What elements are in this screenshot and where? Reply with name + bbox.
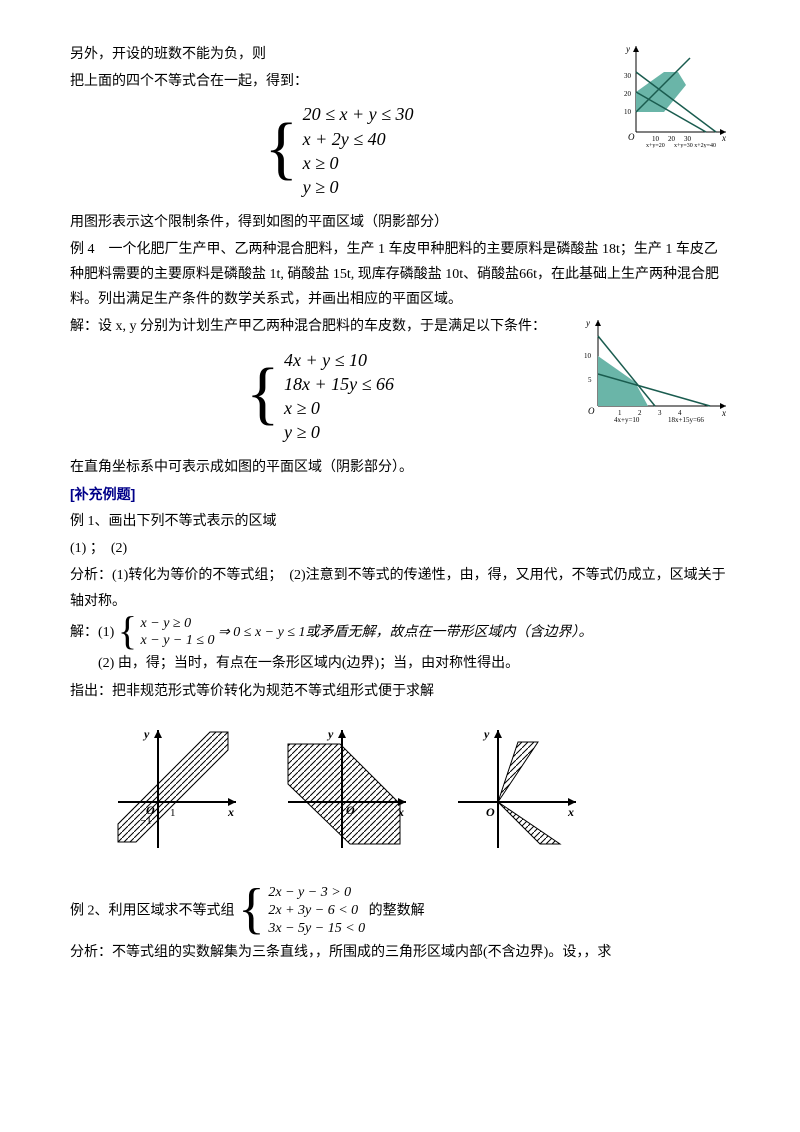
eq-line: x − y ≥ 0 [141,616,192,631]
eq-line: 2x − y − 3 > 0 [268,885,351,900]
paragraph: 指出：把非规范形式等价转化为规范不等式组形式便于求解 [70,679,730,704]
svg-text:y: y [326,727,334,741]
page: O x y 10 20 30 10 20 30 x+y=20 x+y=30 x+… [0,0,800,1132]
paragraph: 例 4 一个化肥厂生产甲、乙两种混合肥料，生产 1 车皮甲种肥料的主要原料是磷酸… [70,237,730,313]
paragraph: 用图形表示这个限制条件，得到如图的平面区域（阴影部分） [70,210,730,235]
section-header: [补充例题] [70,482,730,507]
eq-line: 20 ≤ x + y ≤ 30 [303,104,414,124]
eq-line: x ≥ 0 [284,398,320,418]
eq-line: x + 2y ≤ 40 [303,129,386,149]
paragraph: 分析：(1)转化为等价的不等式组； (2)注意到不等式的传递性，由，得，又用代，… [70,563,730,613]
svg-text:1: 1 [170,807,176,819]
eq-line: 4x + y ≤ 10 [284,350,367,370]
eq-line: 3x − 5y − 15 < 0 [268,921,365,936]
paragraph: (1) ； (2) [70,536,730,561]
svg-text:y: y [625,44,630,54]
figure-row: O x y 1 −1 O x y [110,724,730,854]
svg-text:−1: −1 [140,815,152,827]
svg-text:y: y [482,727,490,741]
svg-text:x: x [227,805,234,819]
conclusion: ⇒ 0 ≤ x − y ≤ 1或矛盾无解，故点在一带形区域内（含边界）。 [218,625,592,640]
paragraph: 分析：不等式组的实数解集为三条直线，，所围成的三角形区域内部(不含边界)。设，，… [70,940,730,965]
equation-system-2: { 4x + y ≤ 10 18x + 15y ≤ 66 x ≥ 0 y ≥ 0 [70,348,730,445]
example-2: 例 2、利用区域求不等式组 { 2x − y − 3 > 0 2x + 3y −… [70,884,730,939]
svg-text:O: O [346,803,355,817]
tail: 的整数解 [369,903,425,918]
paragraph: (2) 由，得；当时，有点在一条形区域内(边界)；当，由对称性得出。 [70,651,730,676]
label: 例 2、利用区域求不等式组 [70,903,235,918]
paragraph: 在直角坐标系中可表示成如图的平面区域（阴影部分）。 [70,455,730,480]
eq-line: x − y − 1 ≤ 0 [141,633,215,648]
svg-text:y: y [142,727,150,741]
svg-text:y: y [585,318,590,328]
band-region-graph: O x y 1 −1 [110,724,240,854]
solution-line: 解：(1) { x − y ≥ 0 x − y − 1 ≤ 0 ⇒ 0 ≤ x … [70,616,730,650]
svg-text:30: 30 [624,72,632,80]
eq-line: 18x + 15y ≤ 66 [284,374,394,394]
paragraph: 例 1、画出下列不等式表示的区域 [70,509,730,534]
eq-line: x ≥ 0 [303,153,339,173]
svg-text:20: 20 [624,90,632,98]
eq-line: 2x + 3y − 6 < 0 [268,903,358,918]
wide-band-graph: O x y [280,724,410,854]
eq-line: y ≥ 0 [284,422,320,442]
svg-text:x: x [567,805,574,819]
svg-text:O: O [486,805,495,819]
label: 解：(1) [70,625,114,640]
eq-line: y ≥ 0 [303,177,339,197]
equation-system-1: { 20 ≤ x + y ≤ 30 x + 2y ≤ 40 x ≥ 0 y ≥ … [70,102,730,199]
double-cone-graph: O x y [450,724,580,854]
svg-text:x: x [397,805,404,819]
